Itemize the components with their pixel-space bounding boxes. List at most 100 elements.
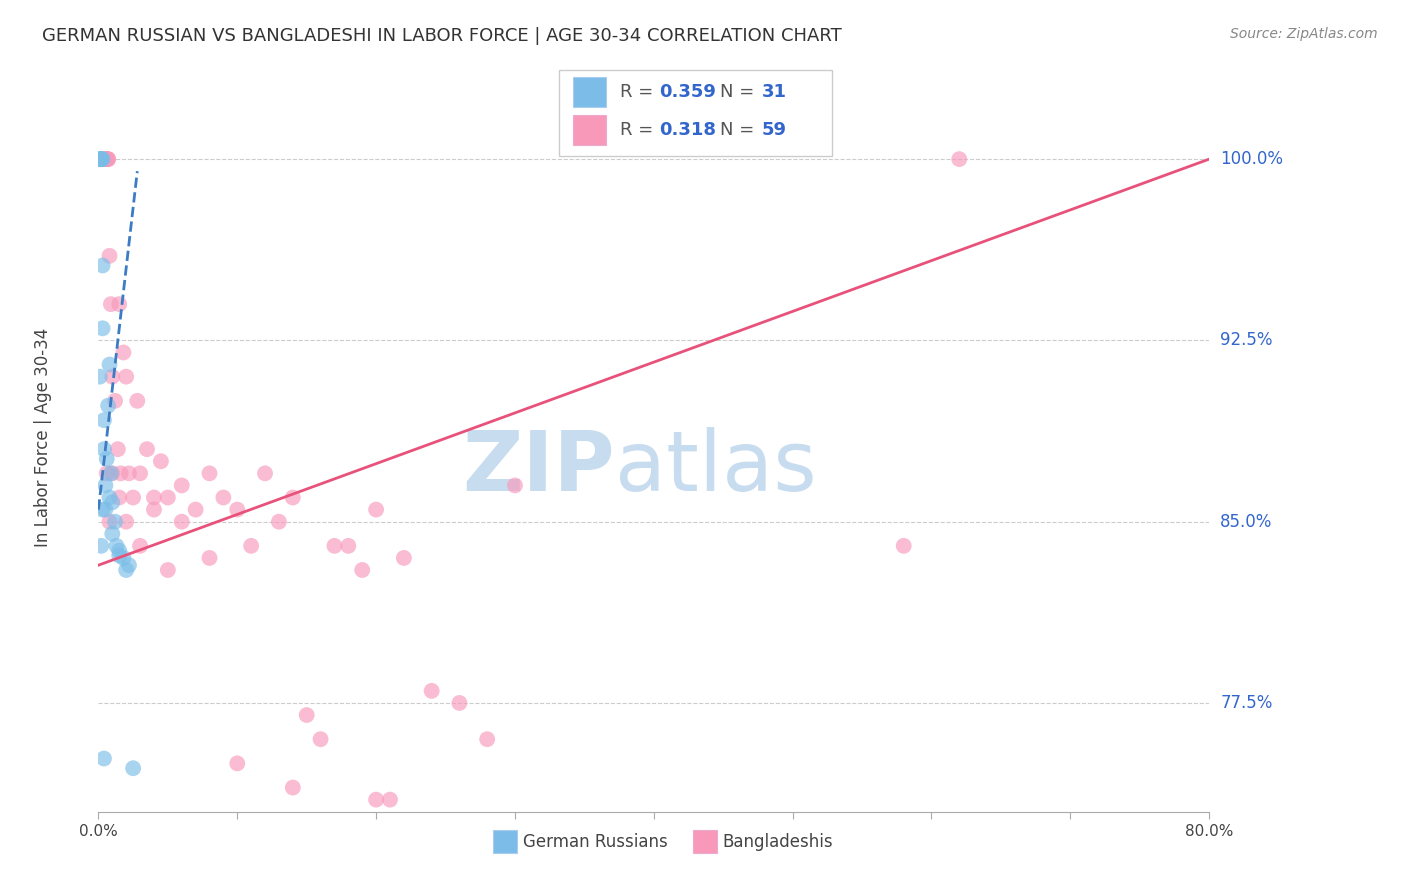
Point: [94, 152, 117, 166]
Point: [115, 563, 138, 577]
Point: [93, 442, 115, 457]
Point: [129, 467, 152, 481]
Point: [226, 502, 249, 516]
Point: [104, 515, 127, 529]
Point: [253, 467, 276, 481]
Point: [198, 467, 221, 481]
Point: [96, 467, 118, 481]
Text: R =: R =: [620, 121, 659, 139]
Point: [378, 792, 401, 806]
Bar: [572, 78, 606, 107]
Point: [94, 502, 117, 516]
Point: [122, 761, 145, 775]
Point: [100, 467, 122, 481]
Point: [198, 550, 221, 565]
Point: [89, 152, 111, 166]
Point: [143, 491, 166, 505]
Point: [281, 491, 304, 505]
Text: R =: R =: [620, 84, 659, 102]
Point: [97, 152, 120, 166]
Point: [281, 780, 304, 795]
Point: [89, 369, 111, 384]
Point: [96, 152, 118, 166]
Bar: [572, 115, 606, 145]
Point: [108, 297, 131, 311]
Point: [101, 369, 124, 384]
Text: 100.0%: 100.0%: [1220, 150, 1284, 168]
Point: [104, 393, 127, 408]
Point: [420, 684, 443, 698]
Point: [91, 321, 114, 335]
Point: [91, 152, 114, 166]
Point: [893, 539, 915, 553]
Point: [156, 563, 179, 577]
Point: [352, 563, 374, 577]
Point: [449, 696, 471, 710]
Point: [475, 732, 499, 747]
Point: [91, 502, 114, 516]
Point: [112, 345, 135, 359]
Point: [156, 491, 179, 505]
Point: [115, 515, 138, 529]
Text: N =: N =: [720, 121, 761, 139]
Text: 85.0%: 85.0%: [1220, 513, 1272, 531]
Text: 59: 59: [762, 121, 786, 139]
Point: [295, 708, 318, 723]
Point: [98, 249, 121, 263]
Point: [226, 756, 249, 771]
Bar: [693, 830, 717, 853]
Point: [89, 152, 111, 166]
Point: [90, 152, 112, 166]
Bar: [492, 830, 517, 853]
Point: [366, 502, 388, 516]
Point: [129, 539, 152, 553]
FancyBboxPatch shape: [560, 70, 831, 156]
Point: [337, 539, 360, 553]
Text: 92.5%: 92.5%: [1220, 332, 1272, 350]
Point: [112, 550, 135, 565]
Point: [101, 526, 124, 541]
Point: [108, 491, 131, 505]
Text: GERMAN RUSSIAN VS BANGLADESHI IN LABOR FORCE | AGE 30-34 CORRELATION CHART: GERMAN RUSSIAN VS BANGLADESHI IN LABOR F…: [42, 27, 842, 45]
Text: In Labor Force | Age 30-34: In Labor Force | Age 30-34: [34, 327, 52, 547]
Point: [184, 502, 207, 516]
Text: N =: N =: [720, 84, 761, 102]
Point: [136, 442, 159, 457]
Text: 0.318: 0.318: [659, 121, 716, 139]
Point: [143, 502, 166, 516]
Point: [948, 152, 970, 166]
Text: 77.5%: 77.5%: [1220, 694, 1272, 712]
Point: [392, 550, 415, 565]
Point: [90, 539, 112, 553]
Point: [97, 399, 120, 413]
Point: [170, 478, 193, 492]
Text: Source: ZipAtlas.com: Source: ZipAtlas.com: [1230, 27, 1378, 41]
Point: [149, 454, 172, 468]
Point: [118, 467, 141, 481]
Text: atlas: atlas: [614, 426, 817, 508]
Point: [97, 152, 120, 166]
Point: [100, 297, 122, 311]
Point: [115, 369, 138, 384]
Point: [98, 515, 121, 529]
Point: [212, 491, 235, 505]
Point: [108, 549, 131, 563]
Point: [127, 393, 149, 408]
Point: [240, 539, 263, 553]
Text: 31: 31: [762, 84, 786, 102]
Point: [93, 413, 115, 427]
Point: [503, 478, 526, 492]
Point: [309, 732, 332, 747]
Point: [108, 543, 131, 558]
Text: Bangladeshis: Bangladeshis: [723, 833, 834, 851]
Point: [90, 152, 112, 166]
Point: [96, 152, 118, 166]
Point: [94, 152, 117, 166]
Point: [323, 539, 346, 553]
Point: [366, 792, 388, 806]
Point: [122, 491, 145, 505]
Point: [101, 467, 124, 481]
Point: [90, 152, 112, 166]
Point: [105, 539, 128, 553]
Point: [267, 515, 290, 529]
